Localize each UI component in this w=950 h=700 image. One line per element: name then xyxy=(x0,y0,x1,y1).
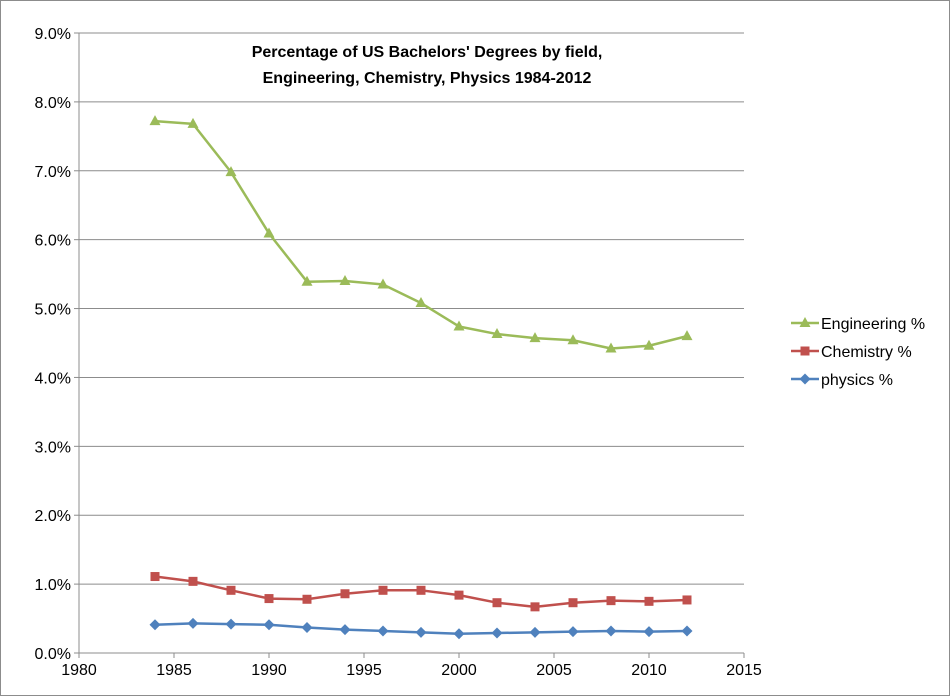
legend-item: Chemistry % xyxy=(791,344,912,361)
legend-label: Chemistry % xyxy=(821,344,912,361)
data-point xyxy=(415,626,427,638)
data-point xyxy=(643,626,655,638)
x-tick-label: 2005 xyxy=(536,662,572,679)
data-point xyxy=(681,625,693,637)
data-point xyxy=(416,585,426,595)
y-tick-label: 6.0% xyxy=(35,233,71,250)
legend-marker xyxy=(800,346,810,356)
x-tick-label: 1980 xyxy=(61,662,97,679)
series-2 xyxy=(149,617,693,640)
y-tick-label: 7.0% xyxy=(35,164,71,181)
series xyxy=(149,115,693,640)
data-point xyxy=(644,596,654,606)
data-point xyxy=(263,619,275,631)
data-point xyxy=(529,332,541,343)
data-point xyxy=(377,278,389,289)
y-tick-label: 1.0% xyxy=(35,577,71,594)
data-point xyxy=(643,339,655,350)
x-tick-label: 2010 xyxy=(631,662,667,679)
x-axis-ticks: 1980 1985 1990 1995 2000 2005 2010 2015 xyxy=(61,653,762,679)
data-point xyxy=(415,297,427,308)
data-point xyxy=(302,594,312,604)
y-tick-label: 4.0% xyxy=(35,370,71,387)
data-point xyxy=(530,602,540,612)
data-point xyxy=(340,589,350,599)
axes xyxy=(78,33,744,654)
data-point xyxy=(188,576,198,586)
data-point xyxy=(567,626,579,638)
legend-item: physics % xyxy=(791,372,893,389)
y-tick-label: 9.0% xyxy=(35,26,71,43)
data-point xyxy=(682,595,692,605)
data-point xyxy=(453,320,465,331)
data-point xyxy=(339,624,351,636)
data-point xyxy=(454,590,464,600)
chart-title-line-1: Percentage of US Bachelors' Degrees by f… xyxy=(252,44,603,61)
data-point xyxy=(491,627,503,639)
data-point xyxy=(453,628,465,640)
series-0 xyxy=(149,115,693,353)
data-point xyxy=(339,275,351,285)
data-point xyxy=(301,622,313,634)
data-point xyxy=(606,596,616,606)
legend-label: physics % xyxy=(821,372,893,389)
data-point xyxy=(567,334,579,345)
data-point xyxy=(605,342,617,353)
x-tick-label: 1995 xyxy=(346,662,382,679)
legend-marker xyxy=(799,373,811,385)
y-tick-label: 5.0% xyxy=(35,302,71,319)
data-point xyxy=(150,572,160,582)
series-1 xyxy=(150,572,692,612)
chart-title: Percentage of US Bachelors' Degrees by f… xyxy=(252,44,603,87)
y-tick-label: 8.0% xyxy=(35,95,71,112)
x-tick-label: 2015 xyxy=(726,662,762,679)
data-point xyxy=(263,227,275,238)
data-point xyxy=(225,618,237,630)
y-tick-label: 2.0% xyxy=(35,508,71,525)
y-tick-label: 0.0% xyxy=(35,646,71,663)
data-point xyxy=(491,328,503,339)
legend-label: Engineering % xyxy=(821,316,925,333)
data-point xyxy=(149,619,161,631)
data-point xyxy=(264,594,274,604)
data-point xyxy=(568,598,578,608)
series-line xyxy=(154,119,688,350)
legend-marker xyxy=(799,317,811,327)
gridlines xyxy=(79,32,744,585)
data-point xyxy=(378,585,388,595)
data-point xyxy=(149,115,161,126)
y-tick-label: 3.0% xyxy=(35,439,71,456)
legend-item: Engineering % xyxy=(791,316,925,333)
y-axis-ticks: 0.0% 1.0% 2.0% 3.0% 4.0% 5.0% 6.0% 7.0% 8.0% 9.0% xyxy=(35,26,79,663)
x-tick-label: 1990 xyxy=(251,662,287,679)
data-point xyxy=(226,585,236,595)
legend: Engineering % Chemistry % physics % xyxy=(791,316,925,389)
chart-title-line-2: Engineering, Chemistry, Physics 1984-201… xyxy=(263,70,592,87)
data-point xyxy=(492,598,502,608)
data-point xyxy=(187,117,199,128)
data-point xyxy=(301,275,313,286)
x-tick-label: 2000 xyxy=(441,662,477,679)
data-point xyxy=(225,166,237,177)
data-point xyxy=(377,625,389,637)
data-point xyxy=(681,330,693,341)
data-point xyxy=(605,625,617,637)
data-point xyxy=(529,626,541,638)
data-point xyxy=(187,617,199,629)
x-tick-label: 1985 xyxy=(156,662,192,679)
